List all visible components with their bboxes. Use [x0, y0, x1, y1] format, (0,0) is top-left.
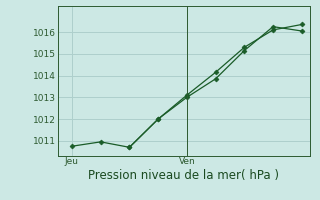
- X-axis label: Pression niveau de la mer( hPa ): Pression niveau de la mer( hPa ): [89, 169, 279, 182]
